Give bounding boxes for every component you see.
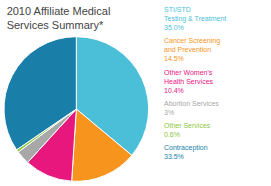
svg-text:Contraception33.5%: Contraception33.5% <box>164 144 208 160</box>
svg-text:Cancer Screeningand Prevention: Cancer Screeningand Prevention14.5% <box>164 37 220 62</box>
svg-text:2010 Affiliate MedicalServices: 2010 Affiliate MedicalServices Summary* <box>7 5 111 31</box>
svg-text:STI/STDTesting & Treatment35.0: STI/STDTesting & Treatment35.0% <box>164 6 226 31</box>
svg-text:Abortion Services3%: Abortion Services3% <box>164 100 219 116</box>
svg-text:Other Women'sHealth Services10: Other Women'sHealth Services10.4% <box>164 69 214 94</box>
svg-text:Other Services0.6%: Other Services0.6% <box>164 122 211 138</box>
